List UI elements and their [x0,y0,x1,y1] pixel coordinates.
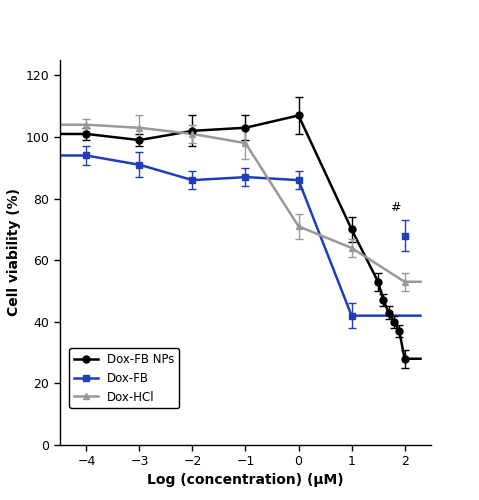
Y-axis label: Cell viability (%): Cell viability (%) [7,188,22,316]
Legend: Dox-FB NPs, Dox-FB, Dox-HCl: Dox-FB NPs, Dox-FB, Dox-HCl [69,348,179,408]
X-axis label: Log (concentration) (μM): Log (concentration) (μM) [147,472,344,486]
Text: #: # [390,201,400,214]
